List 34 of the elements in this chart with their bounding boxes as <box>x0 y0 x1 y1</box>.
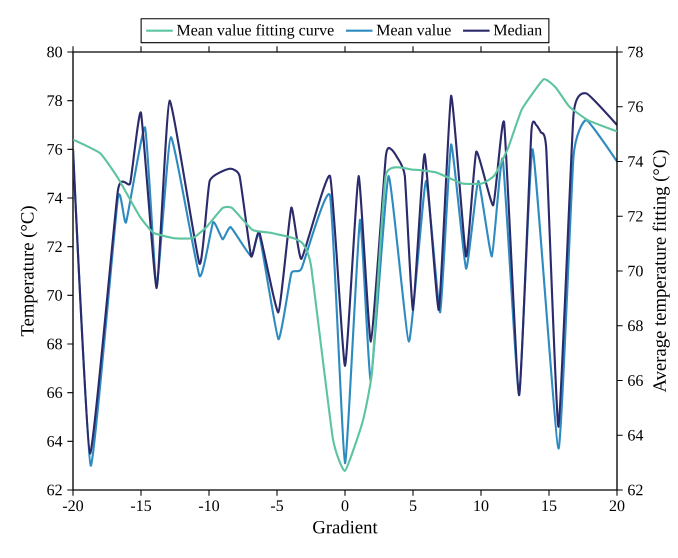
x-tick-label: -20 <box>62 500 84 512</box>
x-tick-label: -15 <box>130 500 152 512</box>
x-axis-title: Gradient <box>313 520 378 534</box>
y2-tick-label: 78 <box>628 46 643 58</box>
legend-label: Mean value <box>376 24 451 36</box>
x-tick-label: -5 <box>270 500 284 512</box>
x-tick-label: 20 <box>610 500 624 512</box>
y-axis-title: Temperature (°C) <box>20 206 38 336</box>
y-tick-label: 70 <box>48 290 62 301</box>
y2-axis-title: Average temperature fitting (°C) <box>652 150 670 392</box>
legend-label: Mean value fitting curve <box>176 24 334 39</box>
x-tick-label: 15 <box>542 500 556 512</box>
y-tick-label: 68 <box>47 338 62 350</box>
x-tick-label: 10 <box>474 500 488 512</box>
y2-tick-label: 64 <box>628 430 644 441</box>
y2-tick-label: 72 <box>628 210 643 222</box>
y-tick-label: 72 <box>48 241 62 252</box>
y-tick-label: 80 <box>47 46 62 58</box>
y-tick-label: 78 <box>48 95 62 106</box>
y-tick-label: 64 <box>47 436 62 447</box>
y-tick-label: 76 <box>48 144 62 155</box>
x-tick-label: -10 <box>198 500 220 512</box>
x-tick-label: 0 <box>342 500 348 512</box>
y2-tick-label: 68 <box>628 320 643 332</box>
y-tick-label: 66 <box>47 387 62 398</box>
y2-tick-label: 62 <box>628 484 643 496</box>
y2-tick-label: 74 <box>628 156 644 167</box>
y2-tick-label: 66 <box>628 375 643 386</box>
legend-label: Median <box>494 24 542 36</box>
y2-tick-label: 70 <box>628 266 643 276</box>
x-tick-label: 5 <box>410 500 416 512</box>
y2-tick-label: 76 <box>628 101 643 112</box>
y-tick-label: 62 <box>47 484 62 496</box>
y-tick-label: 74 <box>48 192 62 204</box>
